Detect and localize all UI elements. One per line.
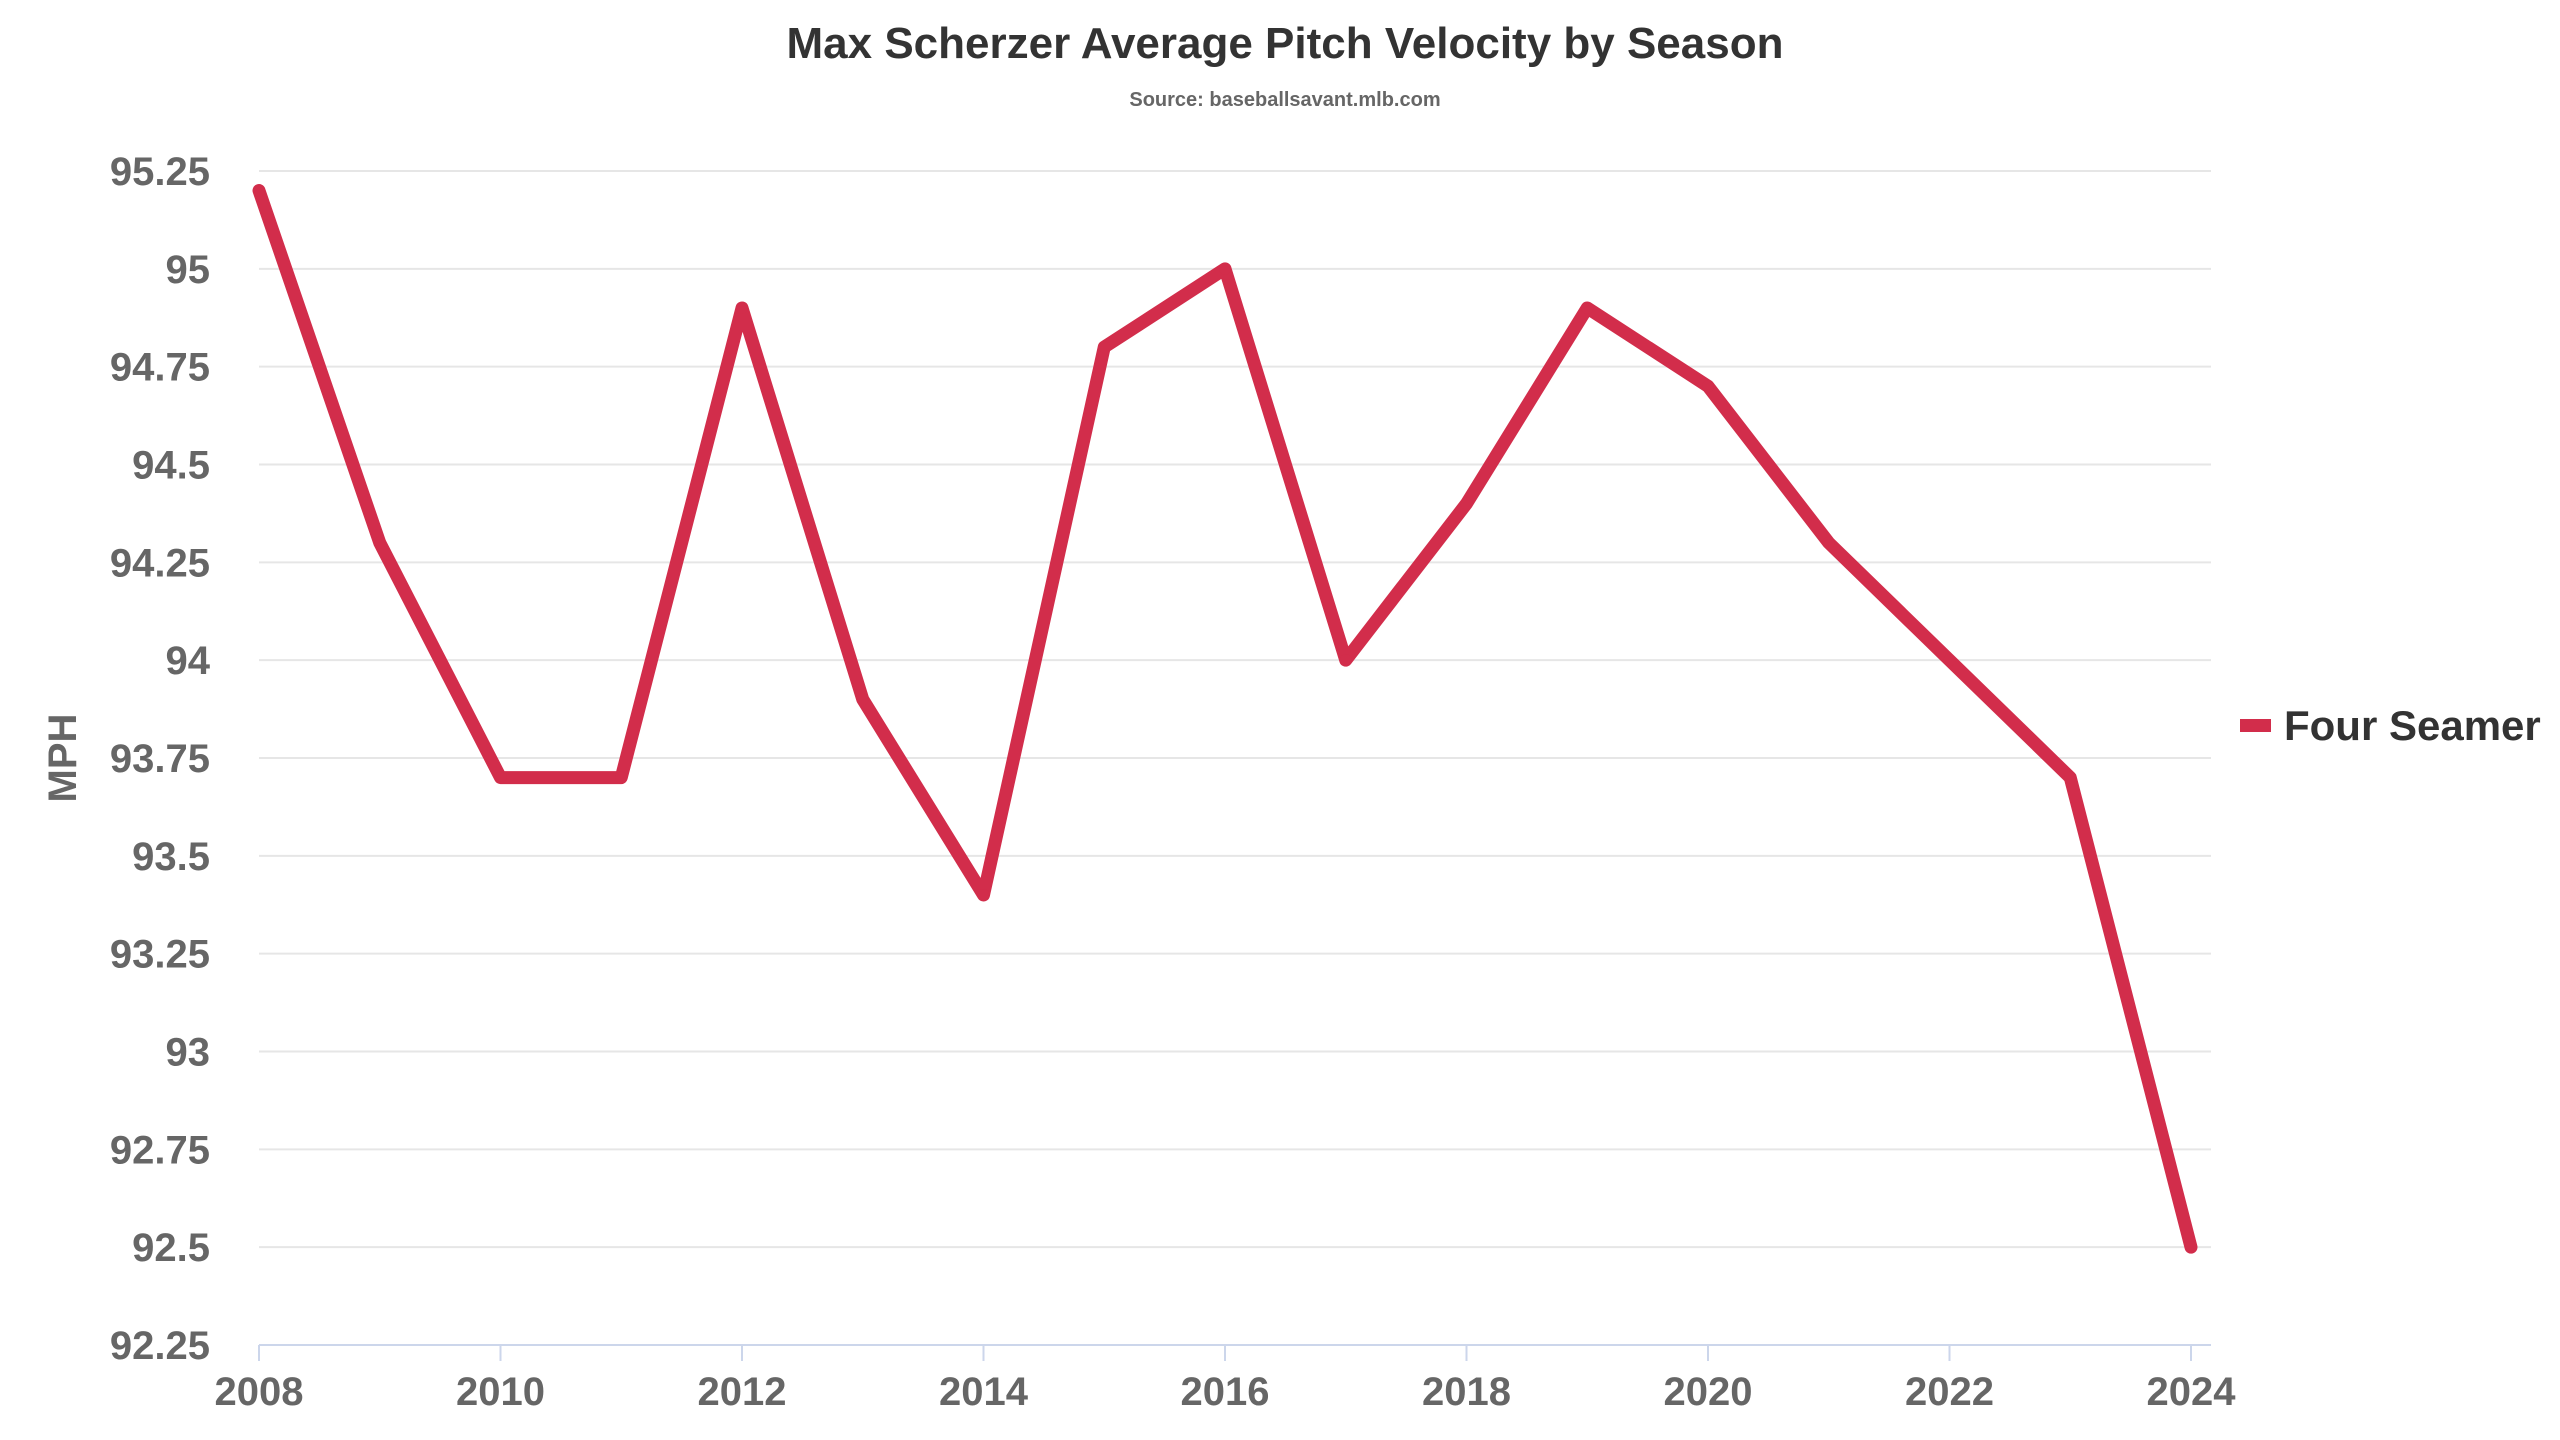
x-tick-label: 2024 bbox=[2147, 1370, 2237, 1414]
data-point[interactable] bbox=[373, 536, 386, 549]
y-tick-label: 93.25 bbox=[110, 933, 210, 977]
data-point[interactable] bbox=[1581, 301, 1594, 314]
data-point[interactable] bbox=[1822, 536, 1835, 549]
y-tick-label: 94.75 bbox=[110, 346, 210, 390]
x-tick-label: 2018 bbox=[1422, 1370, 1511, 1414]
legend-label: Four Seamer bbox=[2284, 702, 2541, 749]
y-tick-label: 94 bbox=[166, 639, 211, 683]
data-point[interactable] bbox=[253, 184, 265, 197]
data-point[interactable] bbox=[2185, 1241, 2197, 1254]
data-point[interactable] bbox=[1339, 654, 1352, 667]
y-tick-label: 94.25 bbox=[110, 541, 210, 585]
data-point[interactable] bbox=[1702, 380, 1714, 393]
y-axis-label: MPH bbox=[41, 714, 85, 803]
y-tick-label: 92.75 bbox=[110, 1128, 210, 1172]
y-tick-label: 92.5 bbox=[132, 1226, 210, 1270]
y-tick-label: 95.25 bbox=[110, 150, 210, 194]
y-tick-label: 93 bbox=[166, 1031, 211, 1075]
x-axis-ticks: 2008 2010 2012 2014 2016 2018 2020 2022 2024 bbox=[215, 1345, 2237, 1414]
legend-swatch bbox=[2240, 719, 2271, 732]
data-point[interactable] bbox=[615, 771, 628, 784]
series-layer bbox=[252, 184, 2198, 1254]
x-tick-label: 2010 bbox=[456, 1370, 545, 1414]
chart-subtitle: Source: baseballsavant.mlb.com bbox=[1129, 89, 1440, 111]
x-tick-label: 2014 bbox=[939, 1370, 1029, 1414]
data-point[interactable] bbox=[856, 693, 869, 706]
data-point[interactable] bbox=[1219, 262, 1231, 275]
y-tick-label: 94.5 bbox=[132, 444, 210, 488]
y-tick-label: 92.25 bbox=[110, 1324, 210, 1368]
gridlines bbox=[259, 170, 2211, 1346]
data-point[interactable] bbox=[736, 301, 748, 314]
data-point[interactable] bbox=[1098, 341, 1111, 354]
chart-title: Max Scherzer Average Pitch Velocity by S… bbox=[787, 19, 1784, 68]
data-point[interactable] bbox=[494, 771, 507, 784]
legend[interactable]: Four Seamer bbox=[2240, 702, 2541, 749]
series-line-four-seamer bbox=[252, 184, 2198, 1254]
y-tick-label: 93.5 bbox=[132, 835, 210, 879]
data-point[interactable] bbox=[1460, 497, 1473, 510]
x-tick-label: 2020 bbox=[1664, 1370, 1753, 1414]
y-tick-label: 95 bbox=[166, 248, 211, 292]
data-point[interactable] bbox=[2064, 771, 2077, 784]
x-tick-label: 2016 bbox=[1181, 1370, 1270, 1414]
x-tick-label: 2008 bbox=[215, 1370, 304, 1414]
y-axis-ticks: 92.25 92.5 92.75 93 93.25 93.5 93.75 94 94.25 94.… bbox=[110, 150, 211, 1368]
data-point[interactable] bbox=[977, 888, 990, 901]
y-tick-label: 93.75 bbox=[110, 737, 210, 781]
x-tick-label: 2022 bbox=[1905, 1370, 1994, 1414]
data-point[interactable] bbox=[1943, 654, 1956, 667]
x-tick-label: 2012 bbox=[698, 1370, 787, 1414]
